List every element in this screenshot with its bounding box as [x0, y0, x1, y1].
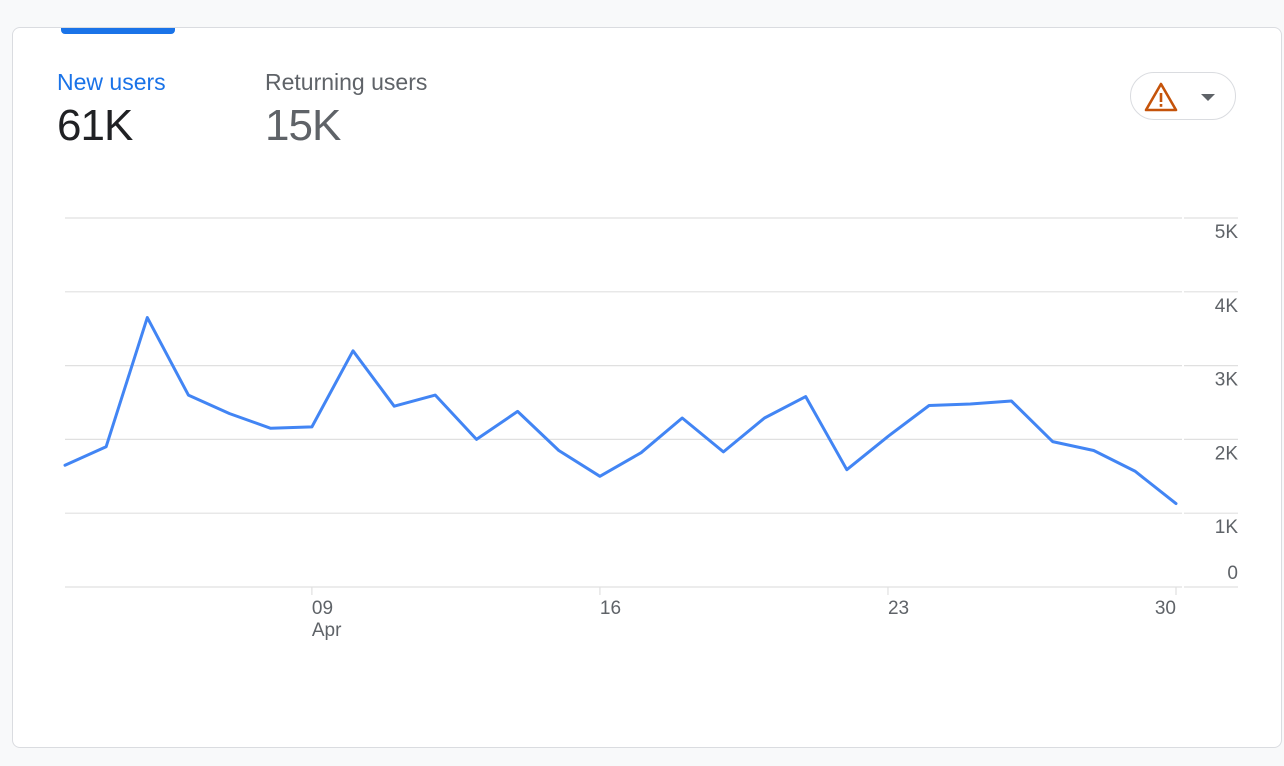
- data-point[interactable]: [719, 448, 727, 456]
- x-axis-ticks: [311, 587, 1177, 595]
- returning-users-value: 15K: [265, 101, 341, 150]
- warning-triangle-icon: [1144, 82, 1178, 112]
- data-point[interactable]: [802, 393, 810, 401]
- y-tick-label: 2K: [1215, 443, 1239, 464]
- data-point[interactable]: [514, 407, 522, 415]
- x-tick-label: 16: [600, 598, 621, 619]
- new-users-card: New users 61K Returning users 15K 0 1K 2K 3…: [12, 27, 1282, 748]
- y-tick-label: 5K: [1215, 222, 1239, 243]
- data-point[interactable]: [472, 435, 480, 443]
- data-point[interactable]: [925, 401, 933, 409]
- returning-users-label: Returning users: [265, 69, 428, 95]
- caret-down-icon: [1201, 94, 1215, 101]
- data-point[interactable]: [226, 410, 234, 418]
- x-tick-sublabel: Apr: [312, 620, 342, 641]
- data-point[interactable]: [596, 472, 604, 480]
- chart-series: [61, 314, 1180, 508]
- series-line: [63, 316, 1178, 506]
- new-users-value: 61K: [57, 101, 133, 150]
- data-point[interactable]: [431, 391, 439, 399]
- y-tick-label: 4K: [1215, 296, 1239, 317]
- data-point[interactable]: [143, 314, 151, 322]
- returning-users-tab[interactable]: Returning users 15K: [265, 68, 427, 152]
- y-tick-label: 3K: [1215, 370, 1239, 391]
- selected-tab-indicator: [61, 28, 175, 34]
- data-point[interactable]: [884, 432, 892, 440]
- data-point[interactable]: [390, 402, 398, 410]
- data-point[interactable]: [308, 423, 316, 431]
- x-tick-label: 09: [312, 598, 333, 619]
- chart-gridlines: [65, 217, 1238, 588]
- data-point[interactable]: [1090, 446, 1098, 454]
- data-point[interactable]: [1172, 500, 1180, 508]
- data-point[interactable]: [843, 466, 851, 474]
- data-point[interactable]: [1131, 467, 1139, 475]
- y-axis-labels: 0 1K 2K 3K 4K 5K: [1215, 222, 1239, 584]
- y-tick-label: 0: [1227, 563, 1238, 584]
- data-point[interactable]: [637, 449, 645, 457]
- data-point[interactable]: [678, 414, 686, 422]
- data-point[interactable]: [267, 424, 275, 432]
- data-point[interactable]: [1007, 397, 1015, 405]
- data-point[interactable]: [349, 347, 357, 355]
- data-point[interactable]: [966, 400, 974, 408]
- data-point[interactable]: [761, 414, 769, 422]
- data-point[interactable]: [1049, 438, 1057, 446]
- x-tick-label: 30: [1155, 598, 1176, 619]
- data-point[interactable]: [61, 461, 69, 469]
- data-point[interactable]: [555, 446, 563, 454]
- new-users-label: New users: [57, 69, 166, 95]
- data-point[interactable]: [102, 443, 110, 451]
- x-tick-label: 23: [888, 598, 909, 619]
- data-point[interactable]: [184, 391, 192, 399]
- insights-alert-dropdown[interactable]: [1130, 72, 1236, 120]
- y-tick-label: 1K: [1215, 517, 1239, 538]
- new-users-tab[interactable]: New users 61K: [57, 68, 166, 152]
